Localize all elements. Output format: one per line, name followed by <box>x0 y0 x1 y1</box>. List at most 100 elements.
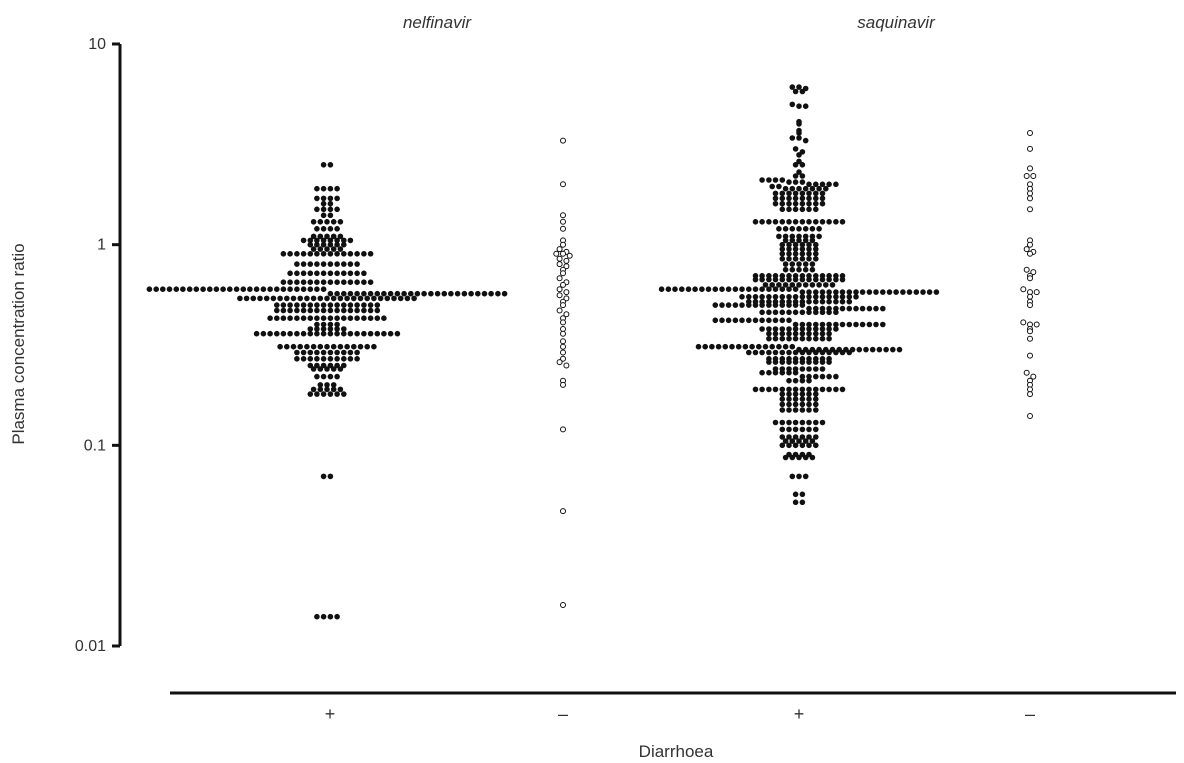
data-point-open <box>1023 369 1030 376</box>
data-point-filled <box>796 103 802 109</box>
data-point-filled <box>799 200 806 207</box>
data-point-filled <box>799 396 806 402</box>
data-point-filled <box>712 317 719 324</box>
data-point-filled <box>709 343 715 350</box>
data-point-filled <box>320 195 327 202</box>
data-point-filled <box>812 419 819 426</box>
data-point-filled <box>300 270 307 277</box>
data-point-filled <box>337 295 344 302</box>
data-point-filled <box>354 307 360 314</box>
data-point-filled <box>273 307 280 314</box>
data-point-filled <box>294 279 300 286</box>
data-point-filled <box>792 276 799 283</box>
data-point-filled <box>812 366 819 372</box>
data-point-filled <box>407 290 414 297</box>
data-point-filled <box>263 295 270 302</box>
data-point-filled <box>806 419 812 426</box>
data-point-filled <box>859 289 866 295</box>
data-point-filled <box>428 290 434 297</box>
data-point-filled <box>789 343 796 350</box>
data-point-filled <box>799 434 806 440</box>
data-point-filled <box>314 270 320 277</box>
data-point-filled <box>307 279 314 286</box>
data-point-filled <box>340 270 347 277</box>
data-point-filled <box>809 282 816 288</box>
data-point-filled <box>799 173 806 179</box>
data-point-filled <box>772 286 779 293</box>
data-point-filled <box>796 266 802 273</box>
data-point-open <box>1027 335 1033 342</box>
data-point-filled <box>826 359 832 365</box>
data-point-filled <box>327 326 334 332</box>
data-point-filled <box>846 298 853 305</box>
data-point-filled <box>786 200 792 207</box>
data-point-filled <box>812 434 819 440</box>
data-point-filled <box>273 302 280 308</box>
data-point-filled <box>243 295 250 302</box>
data-point-filled <box>685 286 692 293</box>
data-point-open <box>556 307 563 314</box>
data-point-filled <box>334 195 340 202</box>
data-point-filled <box>766 302 772 308</box>
data-point-filled <box>786 386 792 393</box>
data-point-filled <box>327 391 334 397</box>
data-point-filled <box>699 286 705 293</box>
data-point-filled <box>421 290 427 297</box>
data-point-filled <box>799 206 806 213</box>
data-point-filled <box>304 343 310 350</box>
data-point-filled <box>347 251 354 257</box>
y-ticks: 10 1 0.1 0.01 <box>75 36 120 655</box>
data-point-filled <box>779 251 786 257</box>
data-point-filled <box>327 251 334 257</box>
data-point-filled <box>786 419 792 426</box>
data-point-filled <box>340 302 347 308</box>
data-point-filled <box>846 349 853 356</box>
data-point-filled <box>802 237 809 244</box>
data-point-filled <box>812 190 819 197</box>
data-point-filled <box>320 326 327 332</box>
data-point-filled <box>354 251 360 257</box>
y-tick-label: 0.01 <box>75 638 106 655</box>
data-point-filled <box>294 261 300 267</box>
data-point-filled <box>816 233 822 240</box>
data-point-filled <box>330 366 337 372</box>
data-point-filled <box>799 401 806 408</box>
data-point-filled <box>806 366 812 372</box>
data-point-filled <box>786 377 792 384</box>
data-point-filled <box>712 286 719 293</box>
data-point-filled <box>367 307 374 314</box>
data-point-filled <box>786 251 792 257</box>
data-point-filled <box>789 282 796 288</box>
data-point-filled <box>806 426 812 433</box>
data-point-filled <box>826 219 832 225</box>
data-point-filled <box>340 290 347 297</box>
data-point-filled <box>779 326 786 332</box>
data-point-filled <box>792 286 799 293</box>
data-point-filled <box>796 473 802 480</box>
data-point-filled <box>879 289 886 295</box>
data-point-filled <box>361 270 367 277</box>
data-point-filled <box>906 289 913 295</box>
data-point-filled <box>786 190 792 197</box>
data-point-filled <box>364 343 371 350</box>
data-point-filled <box>819 293 826 300</box>
data-point-filled <box>779 335 786 342</box>
data-point-filled <box>829 282 836 288</box>
data-point-open <box>1027 275 1033 282</box>
data-point-filled <box>833 276 839 283</box>
data-point-filled <box>786 401 792 408</box>
data-point-filled <box>347 279 354 286</box>
data-point-filled <box>347 302 354 308</box>
data-point-filled <box>320 307 327 314</box>
data-point-filled <box>833 386 839 393</box>
data-point-filled <box>371 295 377 302</box>
data-point-filled <box>354 315 360 322</box>
data-point-filled <box>729 343 735 350</box>
data-point-filled <box>873 305 879 312</box>
data-point-filled <box>327 279 334 286</box>
data-point-filled <box>772 330 779 337</box>
data-point-filled <box>766 386 772 393</box>
data-point-filled <box>776 282 782 288</box>
data-point-filled <box>334 290 340 297</box>
data-point-filled <box>792 401 799 408</box>
